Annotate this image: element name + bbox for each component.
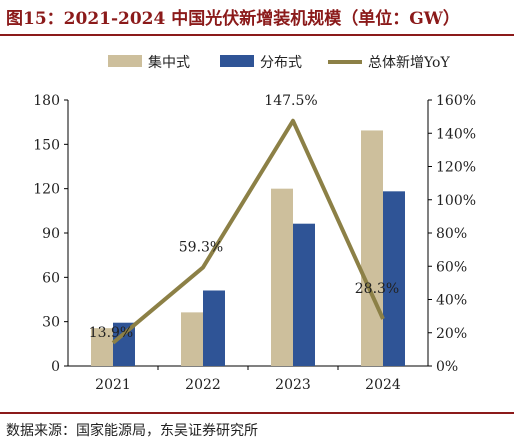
bar-centralized: [181, 312, 203, 366]
bar-distributed: [383, 191, 405, 366]
left-tick-label: 60: [42, 270, 60, 286]
right-tick-label: 0%: [436, 359, 458, 375]
legend-label: 分布式: [260, 55, 302, 71]
left-tick-label: 0: [51, 359, 60, 375]
left-tick-label: 150: [33, 137, 60, 153]
x-tick-label: 2024: [365, 377, 401, 393]
legend-label: 集中式: [148, 54, 190, 71]
right-tick-label: 140%: [436, 126, 476, 142]
bar-centralized: [361, 130, 383, 366]
left-tick-label: 90: [42, 226, 60, 242]
x-tick-label: 2021: [95, 377, 131, 393]
figure-title: 图15：2021-2024 中国光伏新增装机规模（单位：GW）: [6, 9, 460, 29]
right-tick-label: 20%: [436, 326, 467, 342]
left-tick-label: 30: [42, 315, 60, 331]
x-tick-label: 2022: [185, 377, 221, 393]
legend-label: 总体新增YoY: [368, 55, 450, 71]
legend-swatch: [220, 55, 254, 67]
yoy-data-label: 13.9%: [89, 325, 133, 341]
bar-centralized: [271, 188, 293, 366]
right-tick-label: 60%: [436, 259, 467, 275]
right-tick-label: 160%: [436, 93, 476, 109]
yoy-data-label: 59.3%: [179, 239, 223, 255]
right-tick-label: 100%: [436, 193, 476, 209]
right-tick-label: 120%: [436, 160, 476, 176]
left-tick-label: 120: [33, 182, 60, 198]
source-rule: [0, 412, 514, 414]
legend-swatch: [108, 55, 142, 67]
bar-distributed: [293, 223, 315, 366]
right-tick-label: 40%: [436, 293, 467, 309]
bar-centralized: [91, 328, 113, 366]
x-tick-label: 2023: [275, 377, 311, 393]
bar-distributed: [203, 290, 225, 366]
plot-area: 0 30 60 90 120 150 180 0% 20% 40% 60% 80% 100% 120% 14…: [33, 93, 476, 393]
title-rule: [0, 34, 514, 36]
right-tick-label: 80%: [436, 226, 467, 242]
bar-distributed: [113, 322, 135, 366]
chart: 集中式 分布式 总体新增YoY 0 30 60 90 120 150 180 0% 20% 40% 60…: [33, 54, 476, 393]
yoy-line: [111, 118, 385, 345]
yoy-data-label: 147.5%: [264, 93, 317, 109]
legend: 集中式 分布式 总体新增YoY: [108, 54, 450, 71]
yoy-data-label: 28.3%: [355, 281, 399, 297]
source-note: 数据来源：国家能源局，东吴证券研究所: [6, 423, 258, 439]
left-tick-label: 180: [33, 93, 60, 109]
